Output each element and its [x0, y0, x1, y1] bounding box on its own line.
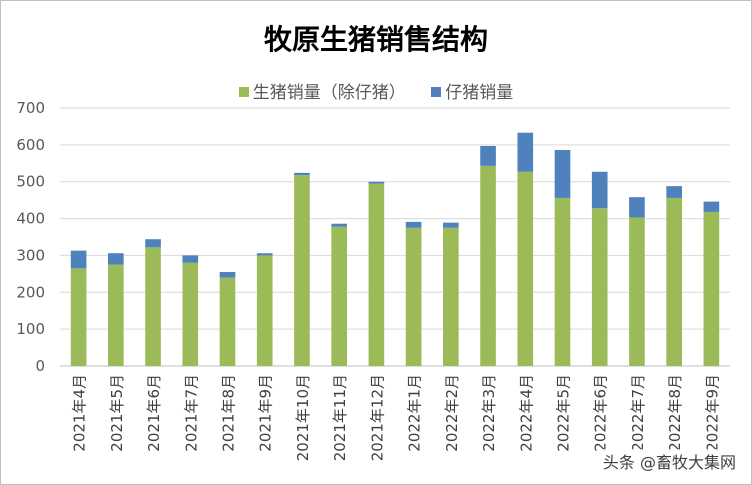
- bar-market-hogs: [480, 165, 496, 366]
- bar-market-hogs: [554, 197, 571, 366]
- x-tick-label: 2022年5月: [555, 374, 573, 452]
- chart-title: 牧原生猪销售结构: [263, 23, 488, 56]
- bar-market-hogs: [591, 208, 608, 366]
- y-tick-label: 700: [16, 99, 45, 117]
- bar-piglets: [368, 181, 385, 184]
- bar-market-hogs: [145, 247, 161, 366]
- bar-piglets: [480, 145, 496, 166]
- bar-market-hogs: [443, 227, 459, 366]
- bar-market-hogs: [70, 268, 87, 366]
- bar-piglets: [591, 171, 608, 209]
- y-tick-label: 100: [16, 320, 45, 338]
- legend-item-piglets: 仔猪销量: [431, 78, 513, 103]
- bar-piglets: [331, 223, 347, 227]
- legend: 生猪销量（除仔猪） 仔猪销量: [0, 78, 752, 103]
- bar-piglets: [219, 272, 236, 278]
- bar-piglets: [629, 197, 645, 218]
- bar-market-hogs: [405, 227, 422, 366]
- bar-piglets: [145, 239, 161, 248]
- bar-market-hogs: [219, 277, 236, 366]
- bar-piglets: [294, 172, 310, 176]
- x-tick-label: 2021年6月: [145, 374, 163, 452]
- bar-market-hogs: [703, 211, 720, 366]
- y-tick-label: 400: [16, 210, 45, 228]
- bar-market-hogs: [256, 255, 273, 366]
- x-tick-label: 2021年7月: [182, 374, 200, 452]
- watermark: 头条 @畜牧大集网: [600, 449, 738, 473]
- bar-piglets: [70, 250, 87, 269]
- x-tick-label: 2022年9月: [703, 374, 721, 452]
- x-tick-label: 2021年11月: [331, 374, 349, 461]
- x-tick-label: 2021年8月: [220, 374, 238, 452]
- bar-market-hogs: [368, 183, 385, 366]
- bar-market-hogs: [666, 197, 682, 366]
- y-tick-label: 0: [35, 357, 45, 375]
- legend-label-market-hogs: 生猪销量（除仔猪）: [252, 83, 406, 103]
- x-tick-label: 2022年4月: [517, 374, 535, 452]
- bar-piglets: [703, 201, 720, 212]
- legend-swatch-green: [238, 87, 249, 97]
- bar-piglets: [256, 253, 273, 256]
- legend-item-market-hogs: 生猪销量（除仔猪）: [238, 78, 406, 103]
- bar-market-hogs: [517, 171, 534, 366]
- bar-market-hogs: [331, 226, 347, 366]
- x-tick-label: 2021年12月: [368, 374, 386, 461]
- bar-piglets: [554, 150, 571, 198]
- x-tick-label: 2021年10月: [294, 374, 312, 461]
- bar-market-hogs: [108, 264, 124, 366]
- x-tick-label: 2021年9月: [257, 374, 275, 452]
- bar-piglets: [108, 253, 124, 265]
- y-tick-label: 600: [16, 136, 45, 154]
- y-tick-label: 500: [16, 173, 45, 191]
- bar-piglets: [666, 186, 682, 198]
- x-tick-label: 2022年8月: [666, 374, 684, 452]
- legend-label-piglets: 仔猪销量: [445, 83, 514, 103]
- legend-swatch-blue: [431, 87, 442, 97]
- bar-piglets: [405, 221, 422, 228]
- bar-market-hogs: [294, 175, 310, 366]
- y-tick-label: 300: [16, 246, 45, 264]
- x-tick-label: 2021年5月: [108, 374, 126, 452]
- bar-piglets: [182, 255, 199, 263]
- x-tick-label: 2022年3月: [480, 374, 498, 452]
- x-tick-label: 2022年6月: [592, 374, 610, 452]
- y-tick-label: 200: [16, 283, 45, 301]
- bar-piglets: [517, 132, 534, 172]
- x-tick-label: 2022年7月: [629, 374, 647, 452]
- bar-market-hogs: [629, 217, 645, 366]
- x-tick-label: 2022年1月: [406, 374, 424, 452]
- x-tick-label: 2022年2月: [443, 374, 461, 452]
- bar-market-hogs: [182, 262, 199, 366]
- bar-piglets: [443, 222, 459, 228]
- x-tick-label: 2021年4月: [71, 374, 89, 452]
